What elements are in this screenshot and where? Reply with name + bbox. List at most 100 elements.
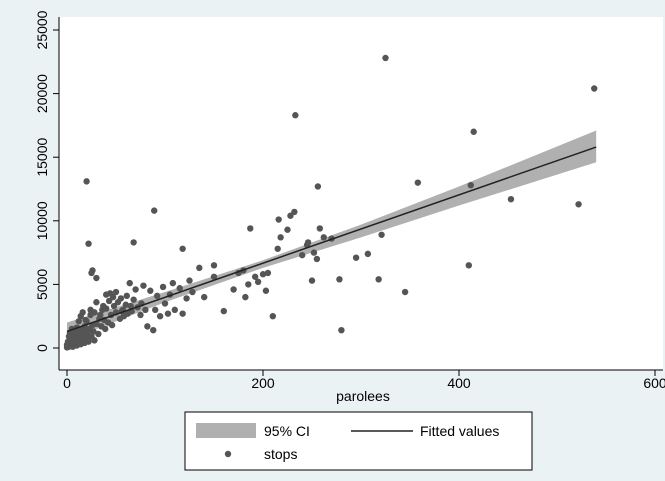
scatter-point [137, 311, 144, 319]
scatter-point [299, 251, 306, 259]
scatter-point [78, 335, 85, 343]
scatter-point [467, 181, 474, 189]
scatter-point [91, 337, 98, 344]
scatter-point [140, 282, 147, 289]
scatter-point [105, 297, 113, 305]
scatter-point [156, 313, 164, 320]
scatter-point [269, 313, 276, 320]
legend-ci-swatch [196, 423, 256, 438]
legend-stops-label: stops [264, 446, 297, 462]
scatter-point [210, 273, 218, 280]
scatter-point [74, 332, 81, 339]
scatter-point [375, 276, 382, 283]
legend-stops-marker [224, 450, 232, 458]
scatter-point [338, 326, 345, 334]
scatter-point [314, 183, 322, 190]
scatter-point [591, 85, 598, 92]
scatter-point [108, 321, 116, 329]
scatter-point [230, 286, 237, 293]
scatter-point [189, 288, 196, 296]
x-tick-label: 600 [643, 375, 665, 391]
scatter-point [275, 216, 282, 223]
scatter-point [132, 286, 139, 293]
plot-area [59, 17, 663, 370]
y-tick-label: 0 [34, 344, 50, 352]
legend-ci-label: 95% CI [264, 423, 310, 439]
y-tick-label: 20000 [34, 74, 50, 113]
scatter-point [93, 274, 100, 282]
scatter-point [150, 326, 157, 334]
scatter-point [171, 306, 178, 314]
scatter-point [183, 295, 190, 302]
scatter-point [291, 208, 298, 216]
fitted-line [66, 146, 597, 333]
scatter-point [142, 306, 149, 314]
y-tick-label: 25000 [34, 10, 50, 49]
scatter-point [117, 295, 125, 302]
scatter-point [320, 234, 327, 241]
scatter-point [161, 300, 169, 307]
scatter-point [89, 267, 96, 274]
scatter-point [470, 128, 477, 135]
scatter-point [378, 231, 385, 238]
scatter-point [93, 299, 100, 306]
scatter-point [247, 225, 254, 232]
legend-box [184, 411, 533, 471]
scatter-point [264, 269, 272, 277]
scatter-point [262, 287, 270, 294]
scatter-point [100, 302, 107, 310]
scatter-point [97, 311, 104, 319]
scatter-point [126, 279, 133, 287]
scatter-point [220, 307, 227, 315]
scatter-point [85, 338, 92, 345]
scatter-point [95, 330, 102, 338]
legend-fitted-label: Fitted values [420, 423, 499, 439]
x-tick-label: 200 [251, 375, 275, 391]
scatter-point [106, 290, 114, 297]
scatter-point [112, 288, 120, 296]
scatter-point [196, 264, 203, 272]
scatter-point [72, 338, 80, 345]
scatter-point [507, 195, 515, 203]
scatter-point [75, 318, 82, 325]
scatter-point [242, 293, 249, 301]
scatter-point [304, 239, 312, 246]
scatter-point [284, 226, 291, 233]
scatter-point [102, 325, 109, 333]
scatter-point [82, 316, 89, 324]
scatter-point [179, 245, 186, 252]
scatter-point [313, 255, 321, 263]
scatter-point [277, 234, 284, 241]
scatter-point [308, 277, 316, 284]
scatter-point [85, 240, 92, 247]
scatter-point [110, 302, 118, 310]
scatter-point [130, 296, 137, 303]
scatter-point [575, 201, 582, 208]
scatter-point [274, 245, 281, 252]
scatter-point [152, 306, 159, 314]
ticks-layer: 0 200 400 600 0 5000 10000 15000 20000 25000 [34, 10, 665, 391]
y-tick-label: 10000 [34, 201, 50, 240]
scatter-point [259, 271, 267, 278]
scatter-point [352, 254, 360, 261]
scatter-point [91, 309, 98, 316]
axes [58, 17, 663, 371]
scatter-point [83, 178, 90, 185]
scatter-point [147, 287, 154, 294]
scatter-point [122, 301, 129, 308]
scatter-point [130, 239, 137, 246]
x-axis-title: parolees [336, 388, 390, 404]
scatter-point [401, 288, 409, 296]
scatter-point [79, 309, 86, 316]
scatter-point [151, 207, 158, 214]
scatter-point [316, 225, 324, 232]
scatter-point [287, 212, 294, 219]
scatter-point [144, 323, 151, 330]
y-tick-label: 15000 [34, 138, 50, 177]
scatter-point [292, 112, 299, 119]
scatter-point [159, 283, 167, 291]
scatter-point [80, 326, 87, 334]
scatter-point [127, 302, 134, 310]
scatter-point [201, 293, 208, 301]
